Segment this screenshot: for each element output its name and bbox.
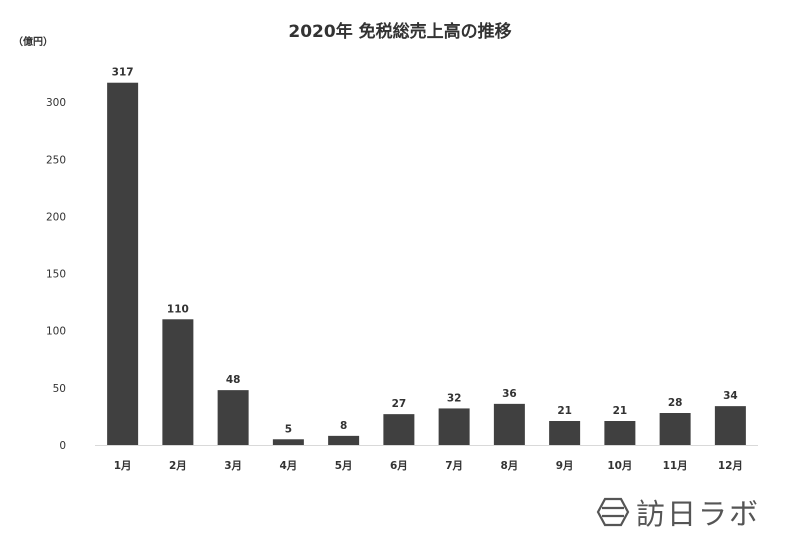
bar — [549, 421, 581, 445]
y-tick-label: 50 — [53, 383, 66, 395]
y-tick-label: 200 — [46, 211, 66, 223]
x-tick-label: 12月 — [718, 460, 743, 472]
logo: 訪日ラボ — [596, 492, 760, 532]
bar — [659, 413, 691, 445]
data-label: 32 — [447, 392, 462, 404]
data-label: 27 — [392, 398, 407, 410]
logo-text: 訪日ラボ — [636, 497, 761, 531]
bar — [604, 421, 636, 445]
y-tick-label: 100 — [46, 326, 66, 338]
y-axis-ticks: 0 50 100 150 200 250 300 — [46, 97, 66, 452]
x-tick-label: 7月 — [445, 460, 463, 472]
bar — [328, 435, 360, 445]
x-axis-category-labels: 1月 2月 3月 4月 5月 6月 7月 8月 9月 10月 11月 12月 — [114, 460, 743, 472]
y-tick-label: 0 — [59, 440, 66, 452]
data-label: 36 — [502, 388, 517, 400]
x-tick-label: 2月 — [169, 460, 187, 472]
x-tick-label: 3月 — [224, 460, 242, 472]
x-tick-label: 10月 — [607, 460, 632, 472]
bars — [107, 82, 746, 445]
data-label: 48 — [226, 374, 241, 386]
bar — [217, 390, 249, 445]
x-tick-label: 9月 — [556, 460, 574, 472]
data-label: 8 — [340, 420, 347, 432]
y-axis-unit-label: （億円） — [13, 35, 53, 48]
y-tick-label: 250 — [46, 154, 66, 166]
bar — [107, 82, 139, 445]
bar — [162, 319, 194, 445]
bar — [493, 403, 525, 445]
bar — [383, 414, 415, 445]
chart-title: 2020年 免税総売上高の推移 — [288, 22, 512, 42]
data-label: 34 — [723, 390, 738, 402]
data-labels: 317 110 48 5 8 27 32 36 21 21 28 34 — [112, 67, 738, 436]
data-label: 21 — [557, 405, 572, 417]
bar — [714, 406, 746, 445]
x-tick-label: 4月 — [279, 460, 297, 472]
data-label: 110 — [167, 303, 189, 315]
x-tick-label: 8月 — [500, 460, 518, 472]
hexagon-logo-icon — [596, 497, 630, 527]
x-tick-label: 5月 — [335, 460, 353, 472]
data-label: 317 — [112, 67, 134, 79]
y-tick-label: 300 — [46, 97, 66, 109]
bar — [272, 439, 304, 445]
x-tick-label: 6月 — [390, 460, 408, 472]
x-tick-label: 11月 — [663, 460, 688, 472]
bar — [438, 408, 470, 445]
data-label: 21 — [613, 405, 628, 417]
data-label: 5 — [285, 423, 292, 435]
x-tick-label: 1月 — [114, 460, 132, 472]
data-label: 28 — [668, 397, 683, 409]
y-tick-label: 150 — [46, 269, 66, 281]
